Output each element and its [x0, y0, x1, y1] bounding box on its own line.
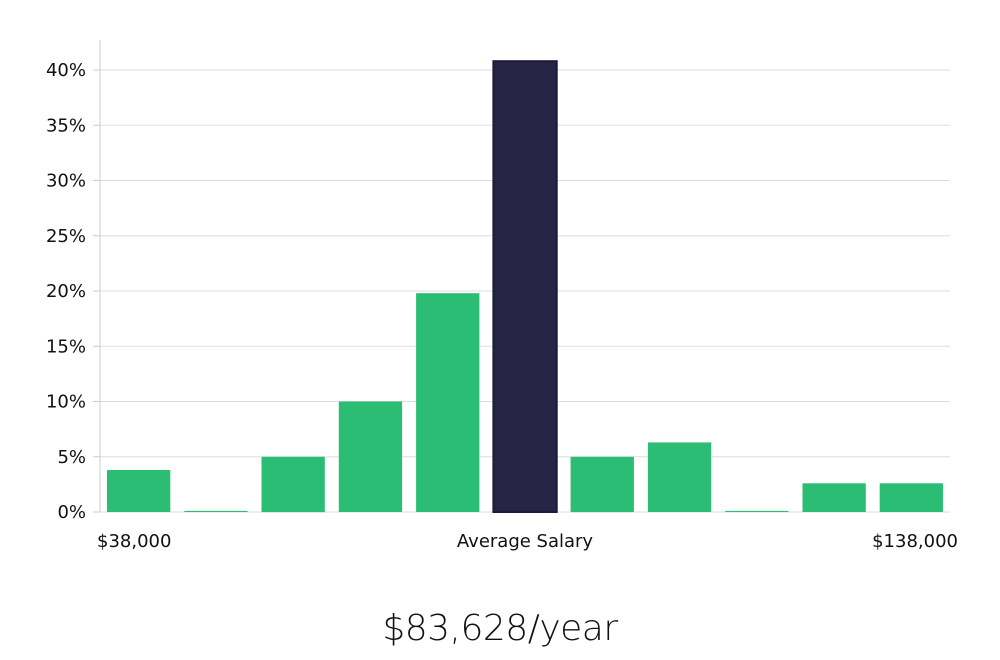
y-tick-label-20: 20% [46, 281, 86, 302]
y-tick-label-40: 40% [46, 60, 86, 81]
y-tick-label-25: 25% [46, 226, 86, 247]
y-tick-label-10: 10% [46, 392, 86, 413]
y-tick-label-0: 0% [57, 502, 86, 523]
x-label-max: $138,000 [872, 531, 958, 552]
bar-2 [184, 510, 248, 512]
bar-11 [879, 483, 943, 512]
bar-10 [802, 483, 866, 512]
y-tick-label-5: 5% [57, 447, 86, 468]
x-labels: $38,000 Average Salary $138,000 [97, 531, 958, 552]
bar-1 [107, 470, 171, 512]
bar-7 [570, 456, 634, 513]
y-tick-labels: 0% 5% 10% 15% 20% 25% 30% 35% 40% [46, 60, 86, 523]
bar-3 [261, 456, 325, 513]
bar-average-salary [492, 60, 558, 513]
bar-8 [647, 442, 712, 512]
x-label-min: $38,000 [97, 531, 171, 552]
x-label-average: Average Salary [457, 531, 594, 552]
y-tick-label-15: 15% [46, 336, 86, 357]
y-tick-label-35: 35% [46, 115, 86, 136]
bar-5 [416, 293, 480, 512]
y-tick-label-30: 30% [46, 171, 86, 192]
salary-histogram: 0% 5% 10% 15% 20% 25% 30% 35% 40% $38,000 Averag… [46, 40, 958, 552]
average-salary-value: $83,628/year [382, 608, 618, 649]
bar-9 [725, 510, 789, 512]
bars [107, 60, 943, 513]
bar-4 [338, 401, 403, 512]
